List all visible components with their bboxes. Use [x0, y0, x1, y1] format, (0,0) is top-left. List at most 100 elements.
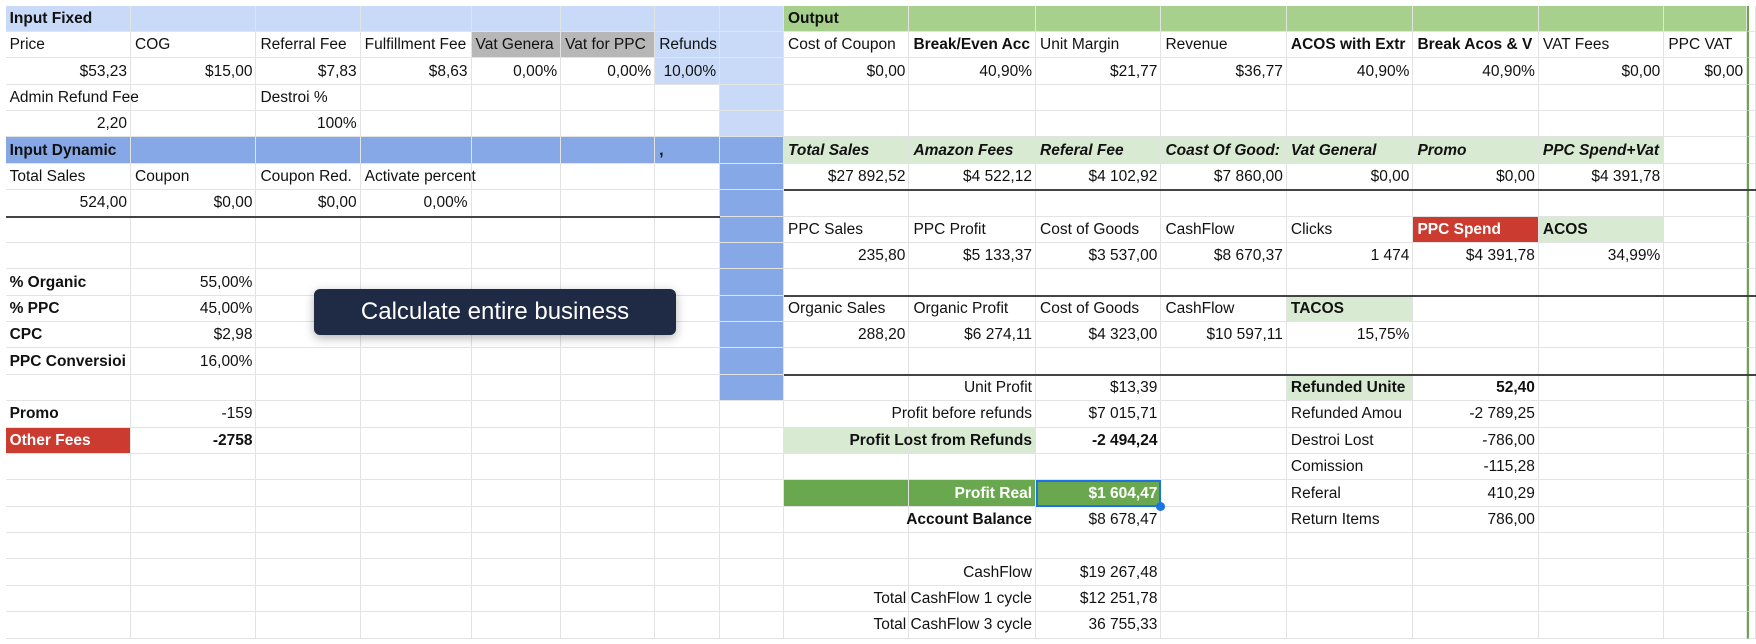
cell — [360, 216, 472, 243]
cell — [784, 533, 910, 560]
cell — [256, 559, 361, 586]
cell — [1538, 242, 1665, 270]
cell — [256, 401, 361, 428]
cell — [1161, 190, 1287, 217]
cell — [1286, 5, 1414, 32]
cell — [561, 559, 656, 586]
cell — [655, 31, 721, 59]
cell-value: 55,00% — [199, 273, 253, 291]
cell — [1161, 216, 1287, 243]
cell-label: CashFlow — [1165, 220, 1235, 238]
cell — [471, 190, 562, 217]
cell-label: Activate percent — [364, 168, 476, 186]
cell — [720, 111, 784, 138]
cell — [909, 137, 1036, 164]
cell — [720, 190, 784, 217]
cell — [909, 216, 1036, 243]
cell-label: Admin Refund Fee — [9, 88, 139, 106]
cell — [655, 427, 721, 454]
cell — [5, 269, 132, 296]
cell — [131, 5, 257, 32]
cell — [471, 453, 562, 481]
selection — [1036, 480, 1162, 507]
cell — [360, 427, 472, 454]
cell — [5, 585, 132, 613]
cell — [909, 427, 1036, 454]
cell — [131, 242, 257, 270]
cell — [1747, 295, 1756, 323]
cell — [909, 348, 1036, 375]
cell — [5, 427, 132, 454]
cell — [471, 559, 562, 586]
cell — [360, 585, 472, 613]
cell — [561, 348, 656, 375]
cell — [1664, 295, 1748, 323]
cell — [1286, 374, 1414, 402]
cell — [256, 585, 361, 613]
cell-label: Organic Profit — [913, 299, 1009, 317]
cell — [1286, 480, 1414, 507]
cell — [1747, 5, 1756, 32]
cell — [720, 374, 784, 402]
cell — [1036, 58, 1162, 85]
cell — [1413, 242, 1539, 270]
cell-label: PPC Conversioi — [9, 352, 126, 370]
cell — [1538, 453, 1665, 481]
cell — [256, 348, 361, 375]
cell — [655, 216, 721, 243]
cell-value: $1 604,47 — [1088, 484, 1158, 502]
cell — [256, 427, 361, 454]
cell — [5, 322, 132, 349]
cell — [720, 295, 784, 323]
cell — [131, 163, 257, 191]
cell — [360, 533, 472, 560]
cell — [5, 163, 132, 191]
cell — [1538, 84, 1665, 112]
cell — [1538, 612, 1665, 639]
cell-label: Return Items — [1290, 510, 1380, 528]
cell — [561, 190, 656, 217]
cell — [256, 216, 361, 243]
cell — [1036, 374, 1162, 402]
cell — [1413, 31, 1539, 59]
selection-handle — [1156, 501, 1166, 511]
cell — [1413, 585, 1539, 613]
cell — [1161, 242, 1287, 270]
cell — [1036, 137, 1162, 164]
cell — [256, 31, 361, 59]
cell — [720, 322, 784, 349]
cell — [131, 559, 257, 586]
cell-value: 40,90% — [1482, 62, 1535, 80]
cell — [784, 31, 910, 59]
cell — [784, 84, 910, 112]
cell — [784, 269, 910, 296]
cell — [720, 612, 784, 639]
cell — [131, 533, 257, 560]
cell — [1036, 533, 1162, 560]
cell — [256, 137, 361, 164]
cell-label: Organic Sales — [788, 299, 886, 317]
cell — [1286, 242, 1414, 270]
cell — [561, 31, 656, 59]
cell-value: $8,63 — [428, 62, 468, 80]
cell — [5, 111, 132, 138]
cell — [720, 348, 784, 375]
cell — [1036, 216, 1162, 243]
cell-label: Profit Lost from Refunds — [849, 431, 1032, 449]
cell-label: Break Acos & V — [1417, 36, 1533, 54]
cell — [360, 506, 472, 534]
cell-label: COG — [135, 36, 171, 54]
cell-label: Refunds — [659, 36, 717, 54]
cell — [1161, 559, 1287, 586]
cell — [5, 559, 132, 586]
cell-label: CPC — [9, 326, 43, 344]
cell-label: CashFlow — [1165, 299, 1235, 317]
cell — [131, 111, 257, 138]
cell — [1747, 58, 1756, 85]
cell-label: Clicks — [1290, 220, 1333, 238]
cell — [1747, 453, 1756, 481]
cell — [1538, 533, 1665, 560]
cell — [471, 137, 562, 164]
cell-value: 16,00% — [199, 352, 253, 370]
cell — [655, 84, 721, 112]
